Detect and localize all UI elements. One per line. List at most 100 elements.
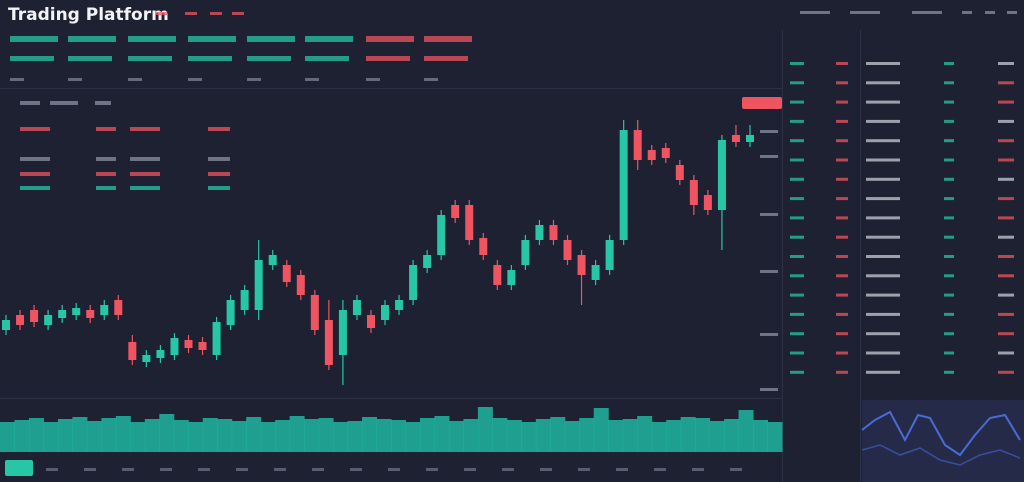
placeholder-text [236, 468, 248, 471]
volume-bar [57, 419, 73, 452]
volume-bar [202, 418, 218, 452]
placeholder-text [944, 370, 954, 374]
placeholder-text [790, 158, 804, 162]
price-badge[interactable] [742, 97, 782, 109]
placeholder-text [790, 351, 804, 355]
placeholder-text [790, 62, 804, 65]
volume-bar [28, 418, 44, 452]
placeholder-text [790, 81, 804, 85]
placeholder-text [866, 139, 900, 143]
candle-body [717, 140, 726, 210]
action-button[interactable] [5, 460, 33, 476]
placeholder-text [185, 12, 197, 15]
placeholder-text [998, 351, 1014, 355]
mini-chart-line [861, 444, 1021, 466]
candle-body [661, 148, 670, 158]
candle-body [226, 300, 235, 325]
placeholder-text [1007, 11, 1017, 14]
volume-bar [188, 422, 204, 452]
placeholder-text [208, 127, 230, 131]
candle-body [198, 342, 207, 350]
placeholder-text [130, 186, 160, 190]
divider [860, 30, 861, 482]
volume-bar [14, 420, 30, 452]
placeholder-text [866, 332, 900, 336]
placeholder-text [20, 186, 50, 190]
volume-bar [86, 421, 102, 452]
placeholder-text [836, 197, 848, 201]
placeholder-text [578, 468, 590, 471]
placeholder-text [760, 333, 778, 336]
volume-bar [159, 414, 175, 452]
placeholder-text [730, 468, 742, 471]
volume-bar [217, 419, 233, 452]
placeholder-text [944, 139, 954, 143]
candle-body [493, 265, 502, 285]
placeholder-text [502, 468, 514, 471]
volume-bar [391, 420, 406, 452]
placeholder-text [944, 216, 954, 220]
placeholder-text [692, 468, 704, 471]
placeholder-text [208, 172, 230, 176]
candle-body [268, 255, 277, 265]
placeholder-text [790, 177, 804, 181]
candle-body [409, 265, 418, 300]
candle-body [184, 340, 193, 348]
placeholder-text [944, 177, 954, 181]
volume-bar [318, 418, 334, 452]
candle-body [549, 225, 558, 240]
placeholder-text [760, 388, 778, 391]
candle-body [338, 310, 347, 355]
placeholder-text [944, 119, 954, 123]
placeholder-text [760, 213, 778, 216]
placeholder-text [128, 78, 142, 81]
placeholder-text [50, 101, 78, 105]
placeholder-text [866, 235, 900, 239]
price-chart [2, 120, 754, 385]
candle-body [563, 240, 572, 260]
placeholder-text [84, 468, 96, 471]
volume-bar [115, 416, 131, 452]
volume-bar [651, 422, 667, 452]
volume-bar [260, 422, 276, 452]
placeholder-text [866, 216, 900, 220]
candle-body [535, 225, 544, 240]
placeholder-text [944, 274, 954, 278]
volume-bar [130, 422, 146, 452]
placeholder-text [160, 468, 172, 471]
placeholder-text [998, 100, 1014, 104]
placeholder-text [122, 468, 134, 471]
volume-bar [231, 421, 247, 452]
placeholder-text [836, 351, 848, 355]
volume-bar [275, 420, 291, 452]
volume-bar [637, 416, 653, 452]
placeholder-text [866, 177, 900, 181]
volume-bar [333, 422, 349, 452]
candle-body [240, 290, 249, 310]
candle-body [479, 238, 488, 255]
candle-body [437, 215, 446, 255]
placeholder-text [96, 127, 116, 131]
placeholder-text [998, 332, 1014, 336]
placeholder-text [998, 274, 1014, 278]
divider [782, 30, 783, 482]
volume-bar [680, 417, 696, 452]
candle-body [324, 320, 333, 365]
candle-body [212, 322, 221, 355]
placeholder-text [46, 468, 58, 471]
placeholder-text [616, 468, 628, 471]
placeholder-text [836, 235, 848, 239]
placeholder-text [836, 216, 848, 220]
candle-body [381, 305, 390, 320]
placeholder-text [836, 274, 848, 278]
placeholder-text [836, 81, 848, 85]
volume-bar [593, 408, 609, 452]
volume-bar [767, 422, 783, 452]
candle-body [282, 265, 291, 282]
candle-body [689, 180, 698, 205]
placeholder-text [654, 468, 666, 471]
placeholder-text [944, 197, 954, 201]
placeholder-text [912, 11, 942, 14]
volume-bar [463, 419, 479, 452]
